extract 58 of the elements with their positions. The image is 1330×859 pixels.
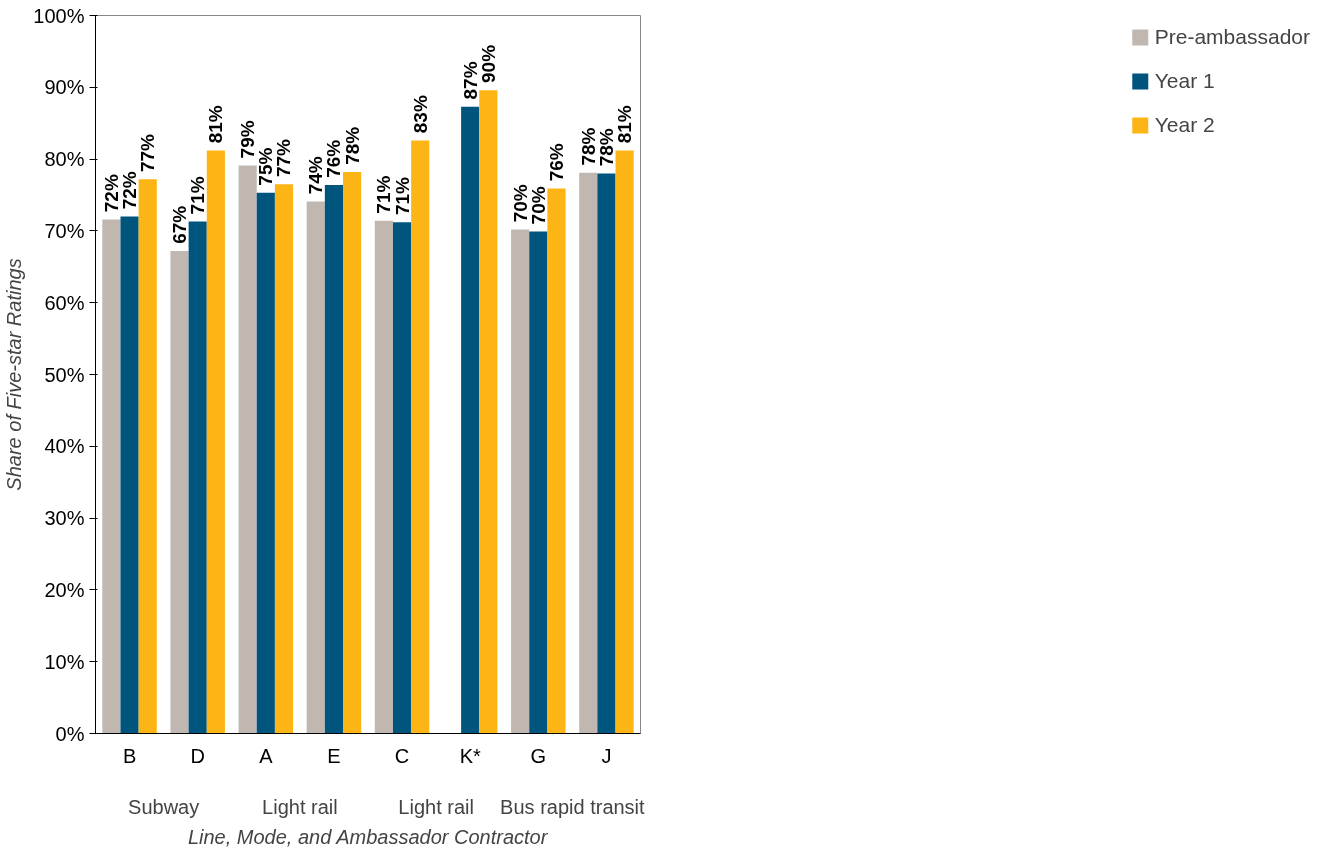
text: Light rail	[398, 795, 474, 818]
y-tick-label: 60%	[44, 291, 85, 314]
bar	[138, 179, 157, 734]
y-tick-label: 0%	[55, 722, 85, 745]
bar	[256, 192, 275, 734]
bar	[411, 140, 430, 734]
bar	[206, 150, 225, 734]
bar	[374, 220, 393, 734]
bar	[188, 221, 207, 734]
bar	[579, 172, 598, 734]
data-label: 76%	[545, 143, 567, 182]
y-tick-label: 10%	[44, 650, 85, 673]
bar	[461, 106, 480, 734]
bar	[615, 150, 634, 734]
x-tick-label: D	[190, 744, 205, 767]
y-tick-label: 80%	[44, 148, 85, 171]
bar	[547, 188, 566, 734]
bar	[306, 201, 325, 734]
bar	[343, 172, 362, 734]
x-tick-label: K*	[459, 744, 481, 767]
legend-label: Year 1	[1154, 69, 1215, 93]
bar	[324, 184, 344, 734]
x-tick-label: E	[327, 744, 341, 767]
y-tick-label: 100%	[33, 4, 85, 27]
data-label: 81%	[614, 105, 636, 144]
bar	[597, 173, 616, 734]
text: Light rail	[262, 795, 338, 818]
x-tick-label: J	[601, 744, 612, 767]
y-tick-label: 40%	[44, 435, 85, 458]
bar	[120, 216, 139, 734]
bar	[392, 222, 412, 734]
y-tick-label: 50%	[44, 363, 85, 386]
bar	[102, 219, 121, 734]
x-tick-label: B	[122, 744, 137, 767]
y-tick-label: 30%	[44, 507, 85, 530]
y-tick-label: 20%	[44, 578, 85, 601]
legend-label: Pre-ambassador	[1154, 25, 1310, 49]
data-label: 77%	[137, 133, 159, 173]
data-label: 81%	[205, 105, 227, 144]
bar	[529, 231, 548, 734]
x-tick-label: G	[530, 744, 547, 767]
bar	[170, 251, 189, 734]
data-label: 72%	[119, 171, 141, 210]
x-axis-title: Line, Mode, and Ambassador Contractor	[187, 825, 549, 848]
legend-label: Year 2	[1154, 113, 1215, 137]
x-tick-label: C	[394, 744, 410, 767]
text: Bus rapid transit	[500, 795, 646, 818]
text: Subway	[128, 795, 200, 818]
bar	[238, 165, 257, 734]
y-tick-label: 70%	[44, 219, 85, 242]
bar	[479, 90, 498, 734]
x-tick-label: A	[259, 744, 274, 767]
bar	[511, 229, 530, 734]
data-label: 72%	[100, 174, 122, 213]
bar	[274, 184, 294, 734]
y-tick-label: 90%	[44, 76, 85, 99]
data-label: 83%	[409, 95, 431, 134]
y-axis-title: Share of Five-star Ratings	[3, 258, 26, 491]
